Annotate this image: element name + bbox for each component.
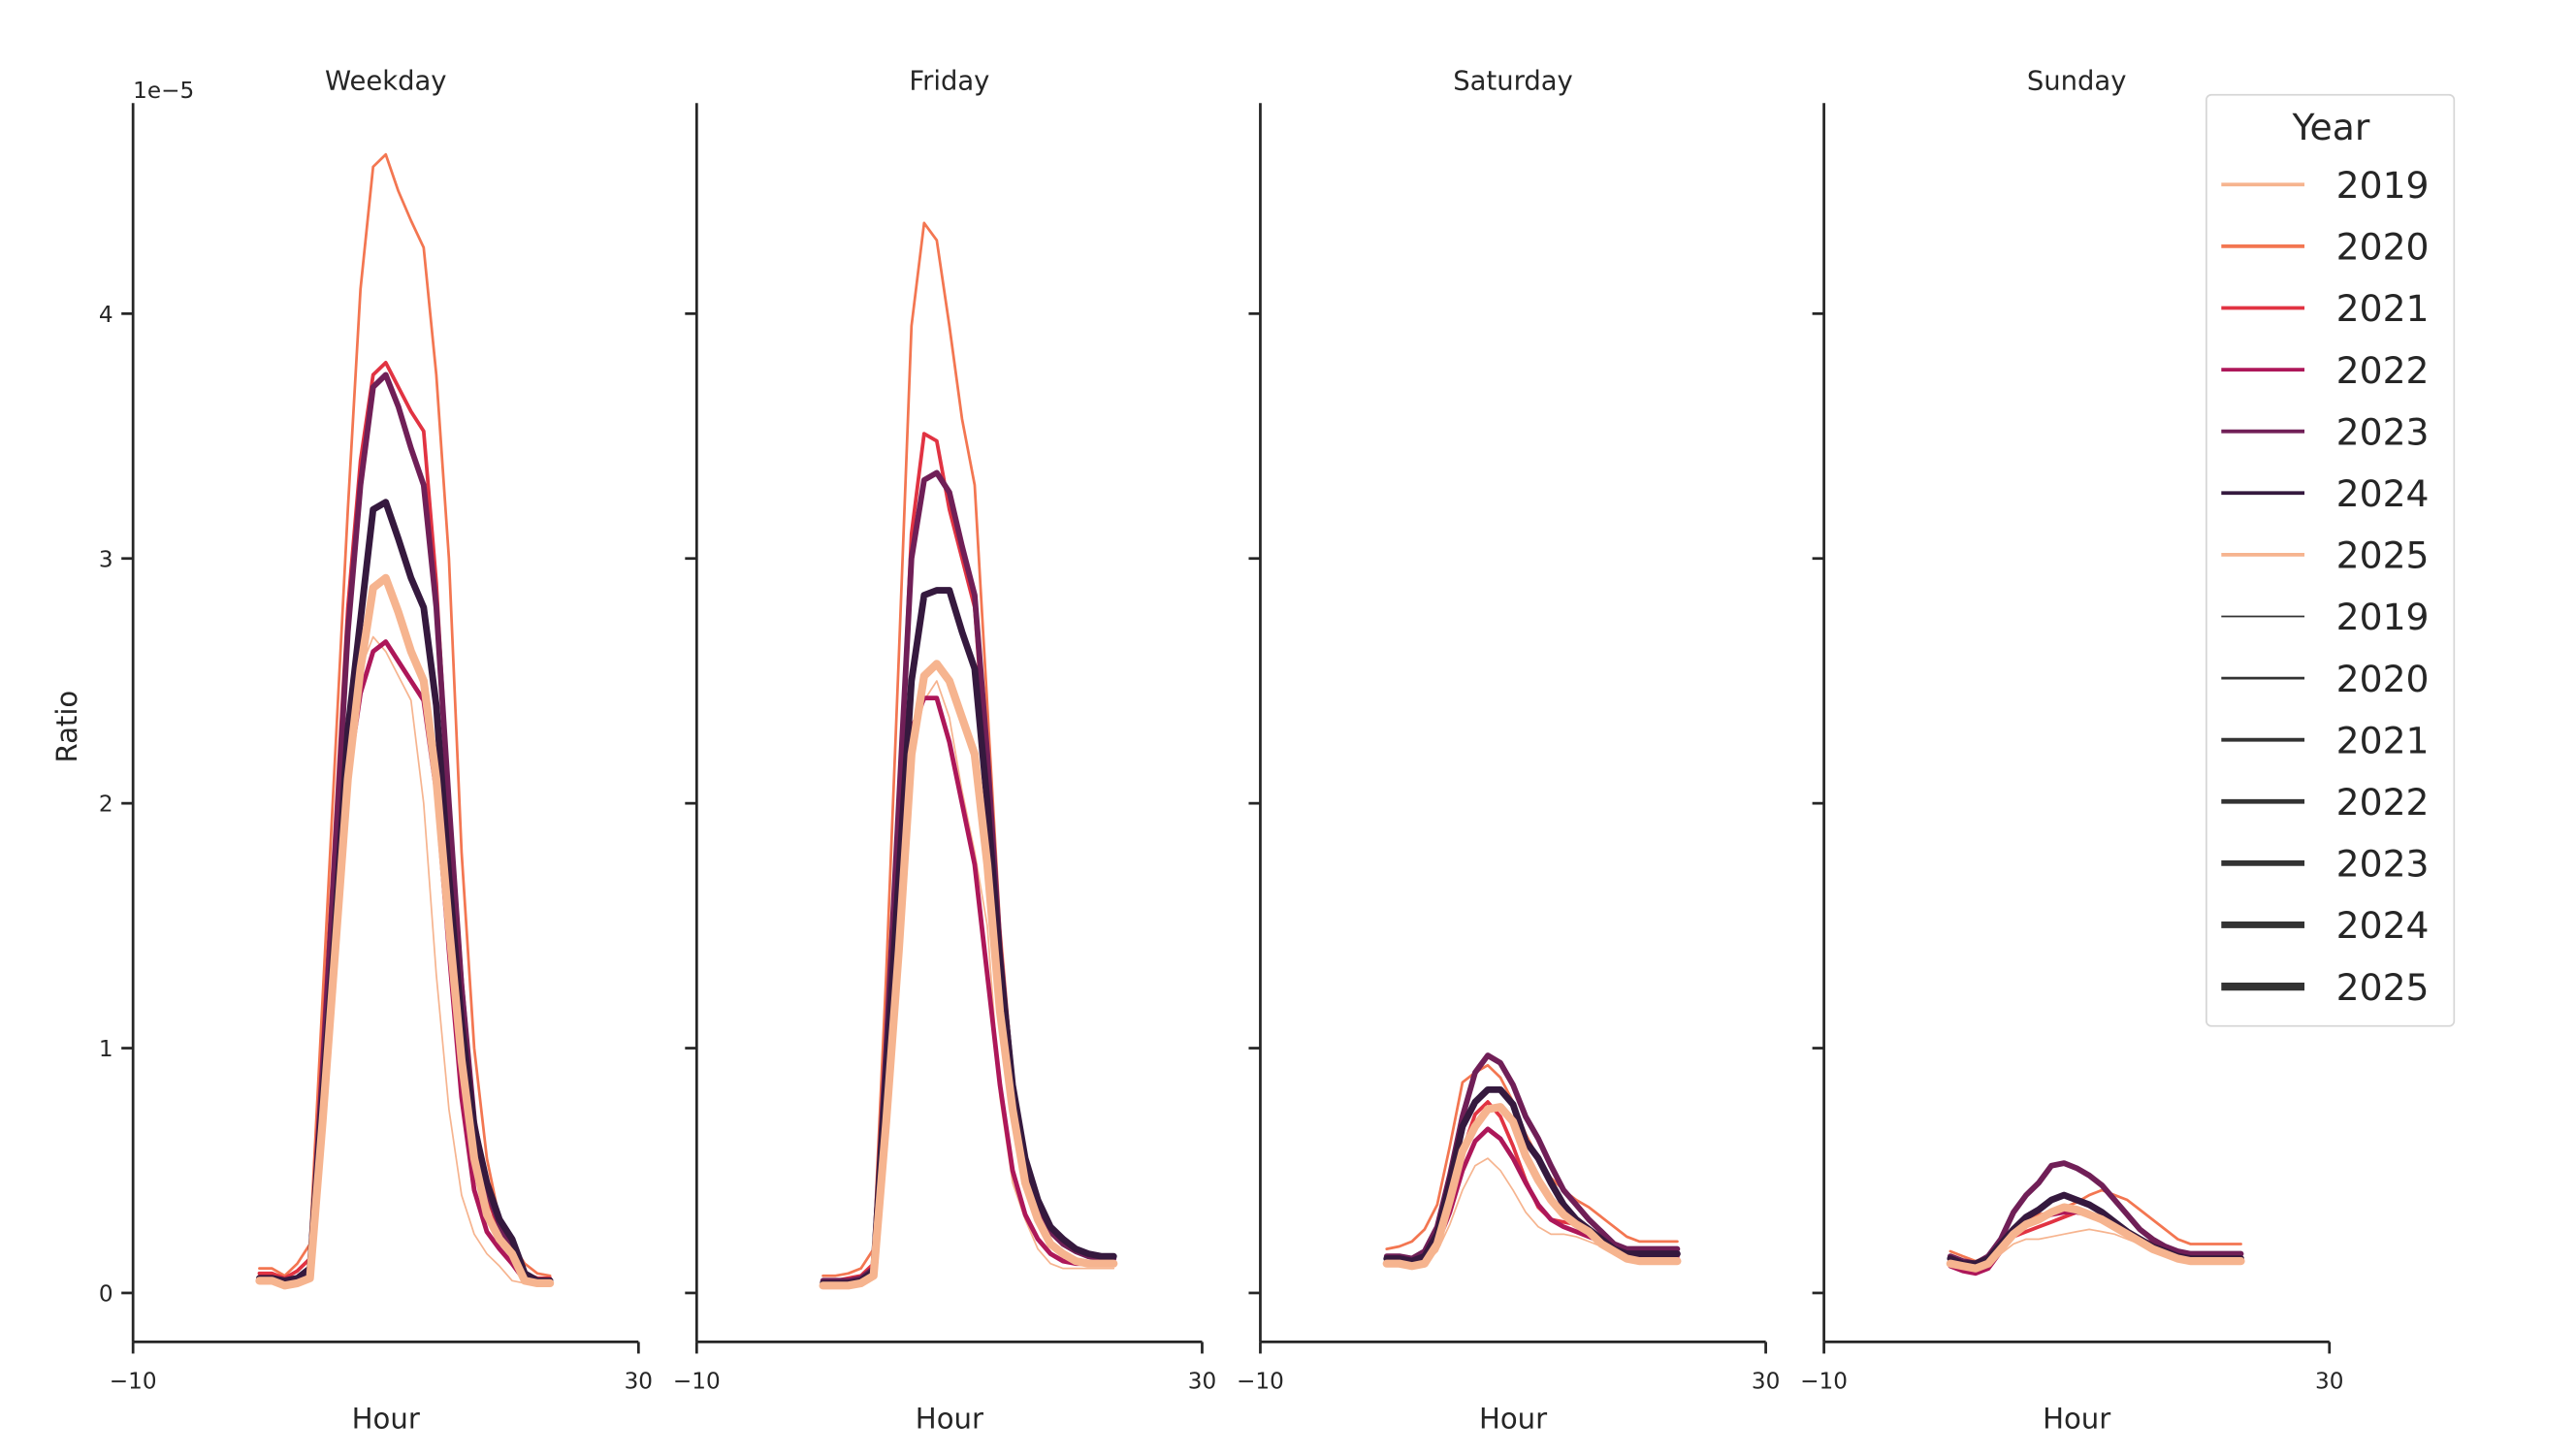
x-axis-label: Hour bbox=[352, 1403, 420, 1436]
series-line-2022 bbox=[821, 695, 1116, 1286]
series-line-2023 bbox=[256, 372, 554, 1284]
y-axis-label: Ratio bbox=[50, 691, 83, 763]
legend-label: 2020 bbox=[2336, 226, 2430, 269]
panel-saturday: Saturday −10 30 Hour bbox=[1237, 67, 1780, 1436]
legend-label: 2021 bbox=[2336, 719, 2430, 761]
x-axis-label: Hour bbox=[916, 1403, 983, 1436]
legend-label: 2020 bbox=[2336, 658, 2430, 700]
x-tick-label: −10 bbox=[1237, 1369, 1284, 1394]
legend-frame bbox=[2206, 93, 2456, 1027]
series-line-2022 bbox=[257, 639, 553, 1286]
x-tick-label: 30 bbox=[625, 1369, 653, 1394]
legend: Year 2019 2020 2021 2022 2023 2024 2025 2019 202… bbox=[2206, 93, 2456, 1027]
y-offset-label: 1e−5 bbox=[133, 79, 194, 104]
panel-title: Saturday bbox=[1453, 67, 1573, 97]
series-line-2024 bbox=[820, 587, 1117, 1287]
x-tick-label: 30 bbox=[2315, 1369, 2343, 1394]
series-line-2023 bbox=[820, 469, 1117, 1284]
panel-weekday: Weekday 0 1 2 3 4 −10 30 Hour bbox=[99, 67, 653, 1436]
series-line-2020 bbox=[821, 221, 1115, 1277]
x-axis-label: Hour bbox=[1479, 1403, 1547, 1436]
y-tick-label: 2 bbox=[99, 792, 113, 818]
x-axis-label: Hour bbox=[2043, 1403, 2110, 1436]
panel-friday: Friday −10 30 Hour bbox=[673, 67, 1216, 1436]
legend-label: 2021 bbox=[2336, 287, 2430, 330]
y-tick-label: 3 bbox=[99, 547, 113, 572]
series-line-2019 bbox=[258, 635, 551, 1287]
y-tick-label: 4 bbox=[99, 303, 113, 328]
panel-title: Friday bbox=[909, 67, 989, 97]
panel-title: Sunday bbox=[2027, 67, 2127, 97]
series-line-2025 bbox=[1946, 1203, 2245, 1273]
series-line-2023 bbox=[1383, 1052, 1681, 1262]
legend-label: 2025 bbox=[2336, 534, 2430, 577]
series-line-2025 bbox=[255, 573, 555, 1290]
x-tick-label: −10 bbox=[673, 1369, 721, 1394]
y-tick-label: 1 bbox=[99, 1037, 113, 1062]
series-line-2020 bbox=[1385, 1063, 1679, 1250]
series-line-2025 bbox=[1382, 1103, 1682, 1271]
x-tick-label: 30 bbox=[1188, 1369, 1216, 1394]
series-line-2020 bbox=[258, 152, 552, 1277]
legend-label: 2022 bbox=[2336, 781, 2430, 824]
series-line-2021 bbox=[257, 360, 552, 1280]
x-tick-label: −10 bbox=[1800, 1369, 1848, 1394]
legend-label: 2024 bbox=[2336, 472, 2430, 515]
legend-label: 2019 bbox=[2336, 596, 2430, 638]
panel-title: Weekday bbox=[325, 67, 447, 97]
x-tick-label: −10 bbox=[110, 1369, 157, 1394]
legend-label: 2025 bbox=[2336, 966, 2430, 1009]
legend-label: 2022 bbox=[2336, 349, 2430, 392]
series-line-2019 bbox=[821, 680, 1115, 1287]
legend-label: 2019 bbox=[2336, 164, 2430, 207]
legend-title: Year bbox=[2292, 106, 2370, 148]
x-tick-label: 30 bbox=[1752, 1369, 1780, 1394]
legend-label: 2023 bbox=[2336, 843, 2430, 886]
legend-label: 2023 bbox=[2336, 410, 2430, 453]
y-tick-label: 0 bbox=[99, 1282, 113, 1308]
series-line-2025 bbox=[819, 660, 1118, 1290]
panel-sunday: Sunday −10 30 Hour bbox=[1800, 67, 2343, 1436]
legend-label: 2024 bbox=[2336, 904, 2430, 947]
